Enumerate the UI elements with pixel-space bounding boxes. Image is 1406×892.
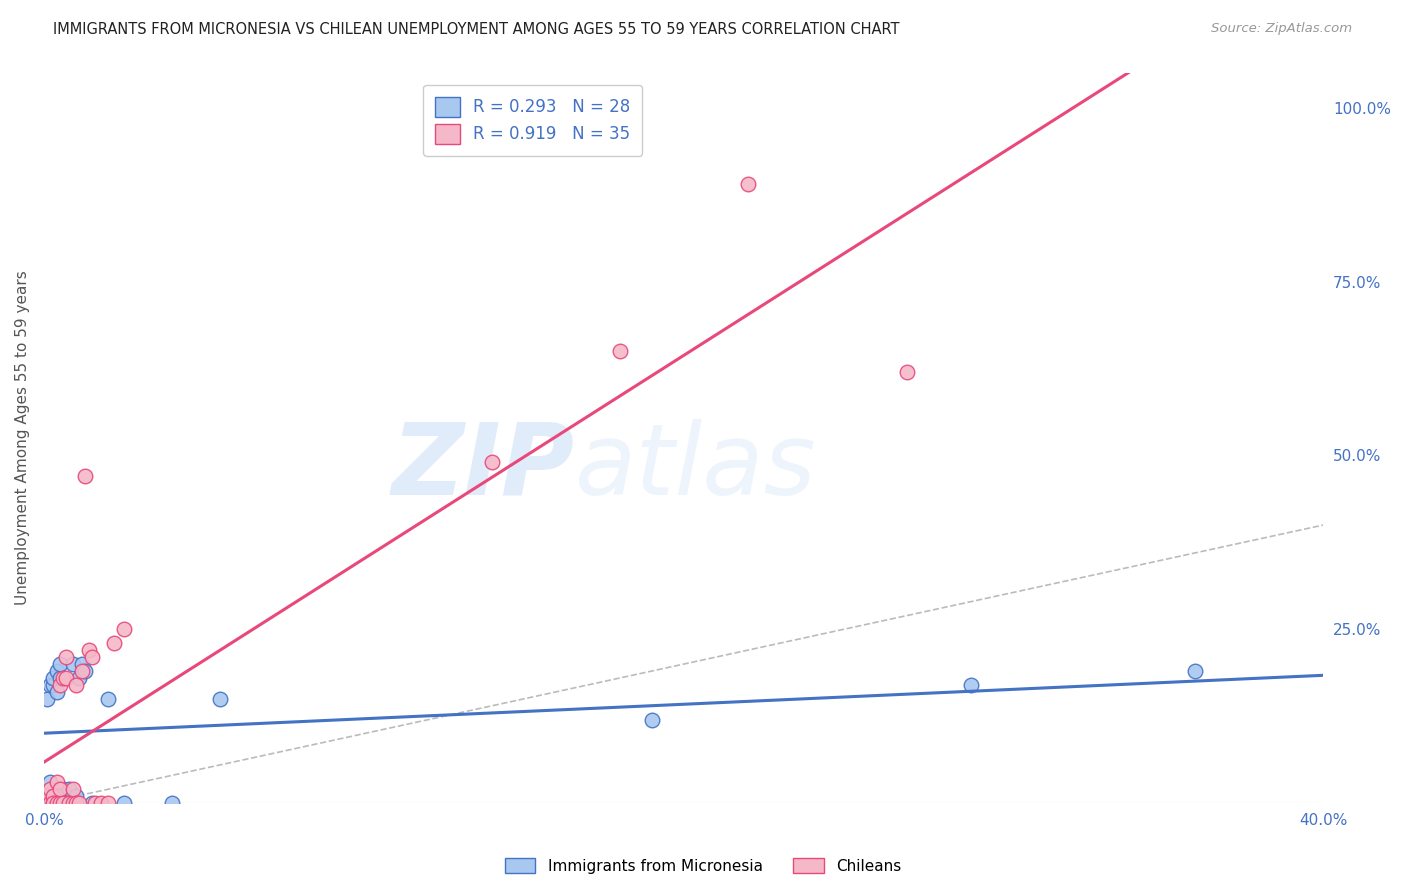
Point <box>55 671 77 685</box>
Point <box>42 678 65 692</box>
Point <box>72 664 94 678</box>
Point <box>58 782 80 797</box>
Point <box>97 692 120 706</box>
Y-axis label: Unemployment Among Ages 55 to 59 years: Unemployment Among Ages 55 to 59 years <box>15 271 30 606</box>
Text: ZIP: ZIP <box>392 419 575 516</box>
Point <box>97 796 120 810</box>
Point <box>62 796 84 810</box>
Point <box>75 664 97 678</box>
Point <box>42 796 65 810</box>
Point <box>49 678 72 692</box>
Point <box>103 636 125 650</box>
Point <box>160 796 183 810</box>
Point <box>62 657 84 672</box>
Point <box>39 796 62 810</box>
Point <box>35 796 58 810</box>
Legend: Immigrants from Micronesia, Chileans: Immigrants from Micronesia, Chileans <box>499 852 907 880</box>
Point <box>62 796 84 810</box>
Point <box>52 671 75 685</box>
Point <box>52 789 75 804</box>
Point <box>45 685 67 699</box>
Point <box>67 796 90 810</box>
Point <box>39 775 62 789</box>
Point <box>640 713 662 727</box>
Text: atlas: atlas <box>575 419 817 516</box>
Point <box>72 657 94 672</box>
Point <box>39 678 62 692</box>
Point <box>960 678 983 692</box>
Point <box>45 775 67 789</box>
Point <box>90 796 112 810</box>
Point <box>35 789 58 804</box>
Point <box>39 782 62 797</box>
Point <box>896 365 918 379</box>
Point <box>49 796 72 810</box>
Point <box>58 796 80 810</box>
Legend: R = 0.293   N = 28, R = 0.919   N = 35: R = 0.293 N = 28, R = 0.919 N = 35 <box>423 85 643 155</box>
Point <box>65 789 87 804</box>
Point <box>55 796 77 810</box>
Point <box>42 671 65 685</box>
Point <box>609 344 631 359</box>
Point <box>75 469 97 483</box>
Text: Source: ZipAtlas.com: Source: ZipAtlas.com <box>1212 22 1353 36</box>
Point <box>65 796 87 810</box>
Point <box>67 671 90 685</box>
Point <box>80 650 103 665</box>
Point <box>77 643 100 657</box>
Point <box>45 664 67 678</box>
Point <box>112 623 135 637</box>
Point <box>42 789 65 804</box>
Point <box>55 650 77 665</box>
Point <box>84 796 107 810</box>
Point <box>35 789 58 804</box>
Point <box>65 678 87 692</box>
Point <box>1184 664 1206 678</box>
Point <box>208 692 231 706</box>
Point <box>45 796 67 810</box>
Point <box>62 782 84 797</box>
Point <box>35 692 58 706</box>
Point <box>80 796 103 810</box>
Point <box>42 796 65 810</box>
Text: IMMIGRANTS FROM MICRONESIA VS CHILEAN UNEMPLOYMENT AMONG AGES 55 TO 59 YEARS COR: IMMIGRANTS FROM MICRONESIA VS CHILEAN UN… <box>53 22 900 37</box>
Point <box>52 782 75 797</box>
Point <box>481 455 503 469</box>
Point <box>49 782 72 797</box>
Point <box>737 178 759 192</box>
Point <box>52 796 75 810</box>
Point <box>49 671 72 685</box>
Point <box>49 657 72 672</box>
Point <box>112 796 135 810</box>
